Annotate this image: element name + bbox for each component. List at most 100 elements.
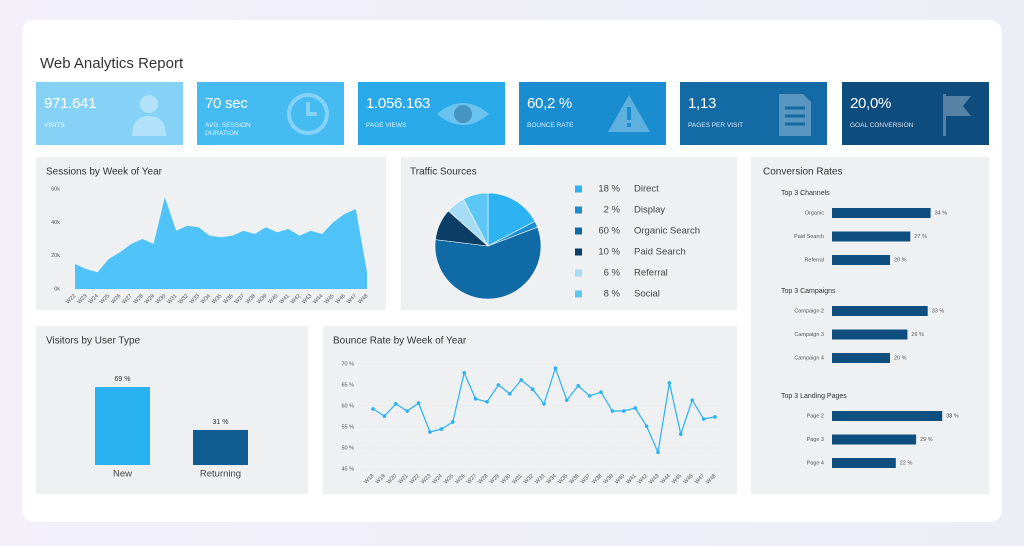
kpi-tile: 60,2 % BOUNCE RATE [519,82,666,145]
y-tick-label: 65 % [341,382,354,388]
point [405,409,410,413]
kpi-tile: 1,13 PAGES PER VISIT [680,82,827,145]
group-title: Top 3 Landing Pages [781,393,847,400]
point [553,366,558,371]
legend-swatch [575,227,582,235]
legend-swatch [575,248,582,256]
bar [832,434,917,445]
value-label: 26 % [911,332,924,338]
bar [832,231,911,242]
y-tick-label: 55 % [341,424,354,430]
kpi-tile: 70 sec AVG. SESSION DURATION [197,82,344,145]
legend-label: Direct [634,184,659,195]
value-label: 20 % [894,257,907,263]
bar-label: Campaign 3 [794,332,824,338]
point [667,381,672,385]
value-label: 33 % [932,308,945,314]
value-label: 69 % [115,376,131,383]
kpi-tile: 971.641 VISITS [36,82,183,145]
legend-value: 2 % [604,205,621,216]
kpi-label: BOUNCE RATE [527,122,574,129]
point [416,401,421,405]
y-tick-label: 60 % [341,403,354,409]
bar [95,387,150,465]
point [656,450,660,455]
y-tick-label: 50 % [341,445,354,451]
bar [832,306,928,316]
point [371,407,375,411]
legend-value: 60 % [598,226,620,237]
panel-title: Conversion Rates [763,167,842,178]
kpi-value: 971.641 [44,95,97,112]
point [451,420,455,424]
point [439,427,444,431]
bar-label: Referral [804,257,824,263]
bar [832,458,896,468]
legend-value: 10 % [598,247,620,258]
legend-swatch [575,206,582,214]
value-label: 31 % [213,419,229,426]
area [75,197,367,289]
icon [943,94,971,136]
y-tick-label: 20k [51,253,60,259]
icon [287,93,329,135]
panel-title: Visitors by User Type [46,336,141,347]
value-label: 22 % [900,460,913,466]
point [599,390,603,394]
legend-value: 8 % [604,289,621,300]
point [462,371,467,375]
point [496,383,501,387]
value-label: 27 % [914,234,927,240]
bar [832,353,890,363]
report-title: Web Analytics Report [40,55,184,72]
pie-slice [462,192,489,247]
group-title: Top 3 Channels [781,190,830,197]
legend-swatch [575,269,582,277]
point [622,409,626,413]
icon [437,103,489,125]
kpi-label: PAGE VIEWS [366,122,407,129]
y-tick-label: 45 % [341,466,354,472]
panel [323,326,737,494]
point [394,402,398,406]
panel-title: Bounce Rate by Week of Year [333,336,467,347]
bar [832,208,931,218]
point [508,392,512,396]
bar [832,329,908,340]
bar [193,429,248,465]
icon [779,94,811,136]
legend-value: 6 % [604,268,621,279]
point [713,415,717,419]
kpi-value: 70 sec [205,95,248,112]
point [701,417,706,421]
kpi-value: 1,13 [688,95,716,112]
point [633,406,637,410]
legend-label: Referral [634,268,668,279]
kpi-value: 1.056.163 [366,95,431,112]
icon [608,95,650,132]
point [530,387,535,392]
point [382,414,387,418]
legend-value: 18 % [598,184,620,195]
point [679,432,683,436]
kpi-value: 20,0% [850,95,892,112]
point [519,378,523,382]
bar-label: Page 3 [807,437,824,443]
kpi-label: AVG. SESSION DURATION [205,122,251,137]
point [644,424,649,428]
bar-label: Campaign 4 [794,355,824,361]
legend-label: Organic Search [634,226,700,237]
value-label: 34 % [935,210,948,216]
x-tick-label: New [113,469,132,480]
bar-label: Page 4 [807,460,824,466]
panel-title: Sessions by Week of Year [46,167,163,178]
kpi-value: 60,2 % [527,95,572,112]
value-label: 29 % [920,437,933,443]
y-tick-label: 0k [54,286,60,292]
legend-label: Paid Search [634,247,686,258]
kpi-label: VISITS [44,122,65,129]
value-label: 20 % [894,355,907,361]
panel-title: Traffic Sources [410,167,477,178]
